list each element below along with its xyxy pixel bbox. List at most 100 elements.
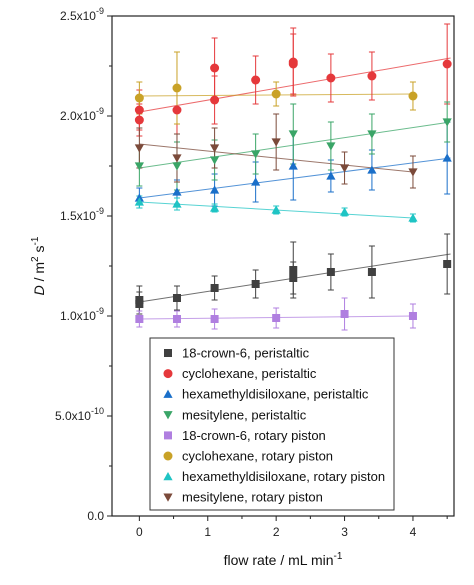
y-axis-title-unit: / m [31, 262, 47, 285]
data-point [288, 57, 298, 67]
data-point [172, 154, 182, 163]
data-point [210, 156, 220, 165]
data-point [326, 142, 336, 151]
data-point [172, 199, 182, 208]
y-axis-title-symbol: D [31, 285, 47, 295]
y-tick-label-exp: -9 [96, 306, 104, 316]
y-tick-label: 1.5x10-9 [60, 206, 104, 223]
data-point [367, 165, 377, 174]
data-point [443, 260, 452, 268]
y-tick-label-base: 1.0x10 [60, 309, 96, 323]
legend-marker [164, 431, 172, 440]
y-axis-title-sup2: -1 [30, 236, 41, 245]
data-point [442, 153, 452, 162]
y-axis-title-sup1: 2 [30, 256, 41, 262]
legend-marker [163, 369, 173, 379]
data-point [172, 83, 182, 93]
y-tick-label-base: 2.5x10 [60, 9, 96, 23]
legend-marker [163, 389, 173, 398]
data-point [339, 207, 350, 216]
x-axis-title: flow rate / mL min-1 [224, 551, 343, 568]
y-tick-label: 0.0 [87, 509, 104, 523]
y-axis-title: D / m2 s-1 [30, 236, 47, 295]
y-tick-label: 5.0x10-10 [55, 406, 104, 423]
legend-label: 18-crown-6, rotary piston [182, 428, 326, 443]
data-point [134, 162, 144, 171]
y-tick-label-exp: -9 [96, 6, 104, 16]
x-axis-ticks: 0 1 2 3 4 [136, 516, 448, 539]
x-tick-label: 4 [410, 525, 417, 539]
fit-line [139, 121, 451, 169]
data-point [340, 310, 349, 318]
y-tick-label-base: 1.5x10 [60, 209, 96, 223]
legend-marker [163, 411, 173, 420]
data-point [408, 168, 418, 177]
data-point [289, 274, 298, 282]
legend-label: 18-crown-6, peristaltic [182, 346, 310, 361]
data-point [442, 118, 452, 127]
data-point [210, 185, 220, 194]
data-point [326, 73, 336, 83]
x-tick-label: 0 [136, 525, 143, 539]
x-tick-label: 1 [204, 525, 211, 539]
data-point [210, 95, 220, 105]
data-point [271, 138, 281, 147]
y-tick-label-base: 5.0x10 [55, 409, 91, 423]
data-point [251, 150, 261, 159]
y-axis-ticks: 0.05.0x10-101.0x10-91.5x10-92.0x10-92.5x… [55, 6, 112, 523]
data-point [135, 315, 144, 323]
data-point [134, 93, 144, 103]
x-axis-title-main: flow rate / mL min [224, 552, 334, 568]
y-axis-title-mid: s [31, 245, 47, 256]
data-point [134, 144, 144, 153]
data-point [408, 213, 418, 222]
data-point [288, 130, 298, 139]
data-point [367, 130, 377, 139]
data-point [172, 105, 182, 115]
y-tick-label: 2.5x10-9 [60, 6, 104, 23]
data-point [326, 268, 335, 276]
data-point [210, 315, 219, 323]
fit-line [139, 157, 451, 199]
legend-marker [163, 472, 173, 481]
data-point [135, 296, 144, 304]
data-point [408, 91, 418, 101]
data-point [339, 164, 350, 173]
data-point [210, 203, 220, 212]
legend-box [149, 337, 395, 511]
legend-label: mesitylene, rotary piston [182, 490, 323, 505]
data-point [326, 171, 336, 180]
legend-label: mesitylene, peristaltic [182, 407, 307, 422]
data-point [251, 75, 261, 85]
legend-label: hexamethyldisiloxane, rotary piston [182, 469, 385, 484]
legend-label: hexamethyldisiloxane, peristaltic [182, 387, 369, 402]
data-point [367, 268, 376, 276]
y-tick-label-base: 2.0x10 [60, 109, 96, 123]
legend-marker [163, 451, 173, 461]
data-point [172, 187, 182, 196]
data-point [172, 315, 181, 323]
y-tick-label-exp: -9 [96, 106, 104, 116]
data-point [271, 205, 281, 214]
data-point [251, 280, 260, 288]
data-point [172, 162, 182, 171]
legend: 18-crown-6, peristaltic cyclohexane, peri… [149, 337, 395, 511]
legend-marker [164, 349, 172, 357]
y-tick-label: 2.0x10-9 [60, 106, 104, 123]
data-point [210, 63, 220, 73]
y-tick-label-exp: -10 [91, 406, 104, 416]
data-point [271, 89, 281, 99]
data-point [251, 177, 261, 186]
data-point [272, 314, 281, 322]
data-point [134, 115, 144, 125]
data-point [289, 266, 298, 274]
data-point [134, 197, 144, 206]
y-tick-label-base: 0.0 [87, 509, 104, 523]
x-axis-title-sup: -1 [334, 551, 343, 562]
y-tick-label: 1.0x10-9 [60, 306, 104, 323]
legend-label: cyclohexane, rotary piston [182, 449, 333, 464]
data-point [367, 71, 377, 81]
data-point [288, 161, 298, 170]
data-point [408, 312, 417, 320]
